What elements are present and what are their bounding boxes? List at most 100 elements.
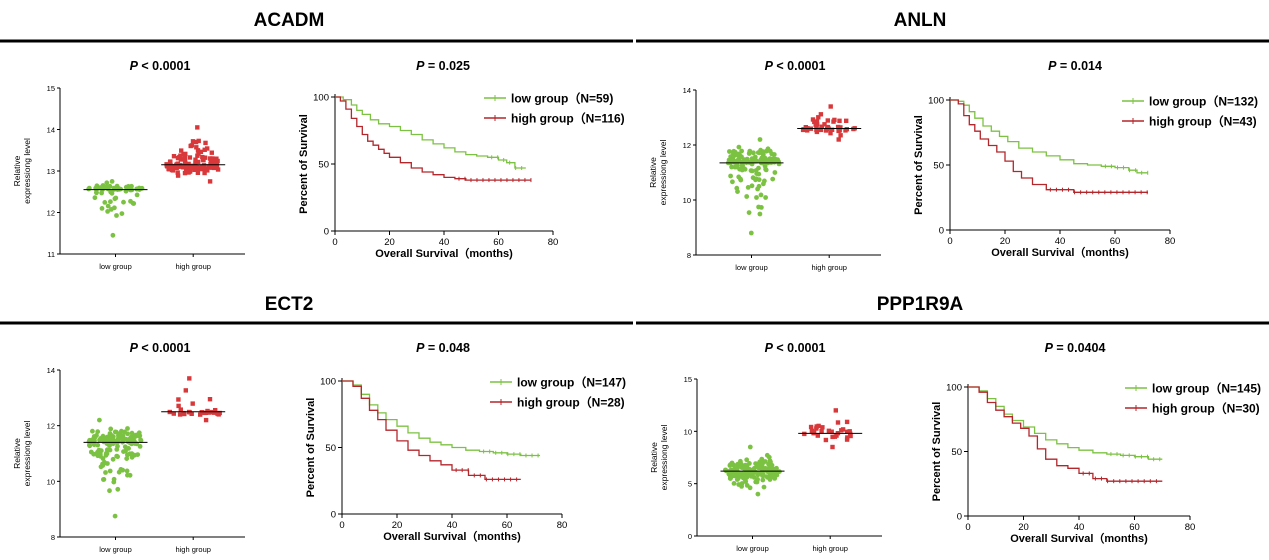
high-group-point — [187, 168, 193, 174]
high-group-point — [814, 426, 819, 431]
high-group-point — [190, 139, 196, 144]
low-group-point — [115, 454, 120, 460]
high-group-point — [816, 115, 821, 120]
low-group-point — [102, 185, 108, 191]
low-group-point — [766, 454, 772, 460]
high-group-point — [837, 118, 842, 123]
low-group-point — [108, 426, 114, 432]
high-group-point — [829, 127, 835, 132]
survival-x-tick-label: 20 — [1000, 236, 1011, 247]
high-group-point — [195, 153, 200, 158]
scatter-chart-ppp1r9a: P < 0.0001 0 5 10 15 Relative expressiong leve… — [649, 341, 882, 553]
high-group-point — [189, 165, 194, 171]
low-group-point — [110, 232, 116, 238]
low-group-point — [763, 166, 768, 172]
low-group-point — [759, 205, 764, 210]
survival-x-tick-label: 40 — [447, 520, 458, 531]
high-group-point — [182, 170, 188, 176]
scatter-y-tick-label: 0 — [688, 532, 692, 541]
high-group-point — [816, 423, 821, 429]
scatter-y-tick-label: 13 — [47, 167, 55, 176]
low-group-point — [132, 452, 138, 458]
low-group-point — [749, 183, 755, 189]
high-group-point — [826, 428, 832, 433]
scatter-y-label-line2: expressiong level — [659, 425, 669, 491]
high-group-point — [814, 129, 820, 135]
legend-label: high group（N=28) — [517, 395, 625, 410]
scatter-y-tick-label: 15 — [47, 84, 55, 93]
scatter-x-tick-label: high group — [812, 544, 847, 553]
scatter-y-label-line2: expressiong level — [22, 421, 32, 487]
scatter-x-tick-label: low group — [99, 545, 132, 554]
high-group-point — [828, 104, 833, 109]
low-group-point — [756, 165, 761, 171]
high-group-point — [181, 410, 186, 416]
scatter-y-tick-label: 5 — [688, 480, 692, 489]
legend-label: high group（N=43) — [1149, 114, 1257, 129]
low-group-point — [758, 192, 764, 198]
high-group-point — [848, 433, 853, 439]
high-group-point — [844, 429, 850, 434]
scatter-y-label-line1: Relative — [649, 442, 659, 473]
low-group-point — [738, 458, 743, 464]
high-group-point — [811, 430, 817, 435]
survival-y-tick-label: 0 — [939, 226, 944, 237]
high-group-point — [198, 166, 203, 172]
survival-x-tick-label: 60 — [493, 237, 504, 248]
scatter-y-tick-label: 10 — [683, 196, 691, 205]
survival-x-tick-label: 20 — [384, 237, 395, 248]
high-group-point — [177, 412, 183, 417]
low-group-point — [745, 185, 751, 190]
low-group-point — [119, 211, 125, 217]
low-group-point — [101, 477, 106, 482]
low-group-point — [754, 195, 759, 200]
low-group-point — [736, 482, 742, 487]
low-group-point — [137, 444, 143, 449]
survival-chart-ppp1r9a: P = 0.0404 0 50 100 0 20 40 60 80 Overall Surviva… — [931, 341, 1261, 545]
high-group-point — [194, 145, 199, 150]
low-group-point — [755, 491, 761, 497]
high-group-point — [189, 411, 194, 416]
high-group-point — [187, 155, 193, 160]
low-group-point — [104, 441, 110, 446]
survival-x-tick-label: 0 — [947, 236, 952, 247]
low-group-point — [755, 472, 761, 478]
survival-y-tick-label: 0 — [324, 227, 329, 238]
high-group-point — [836, 137, 841, 142]
legend-label: high group（N=30) — [1152, 401, 1260, 416]
low-group-point — [98, 436, 104, 441]
high-group-point — [210, 156, 215, 161]
low-group-point — [755, 477, 760, 482]
scatter-p-value: P < 0.0001 — [130, 59, 191, 73]
legend-label: low group（N=147) — [517, 375, 626, 390]
survival-x-axis-title: Overall Survival（months) — [383, 530, 521, 543]
survival-x-axis-title: Overall Survival（months) — [375, 247, 513, 260]
legend-label: low group（N=59) — [511, 91, 613, 106]
high-group-point — [830, 434, 835, 440]
high-group-point — [175, 170, 180, 175]
high-group-point — [214, 156, 219, 161]
high-group-point — [825, 118, 830, 123]
scatter-y-tick-label: 15 — [684, 375, 692, 384]
high-group-point — [187, 376, 192, 381]
low-group-point — [103, 470, 108, 475]
high-group-point — [828, 131, 833, 136]
low-group-survival-curve — [968, 386, 1163, 460]
scatter-p-value: P < 0.0001 — [765, 341, 826, 355]
low-group-point — [136, 430, 142, 436]
high-group-point — [183, 151, 188, 157]
low-group-point — [108, 207, 114, 212]
high-group-point — [845, 435, 850, 440]
low-group-point — [759, 456, 765, 462]
survival-x-tick-label: 0 — [332, 237, 337, 248]
high-group-point — [171, 411, 176, 416]
high-group-point — [196, 138, 201, 144]
high-group-point — [209, 150, 214, 155]
low-group-point — [120, 467, 126, 473]
low-group-point — [760, 471, 766, 477]
low-group-point — [767, 477, 773, 482]
high-group-point — [178, 164, 183, 169]
low-group-point — [747, 485, 753, 491]
low-group-point — [769, 151, 775, 157]
high-group-point — [196, 159, 201, 165]
